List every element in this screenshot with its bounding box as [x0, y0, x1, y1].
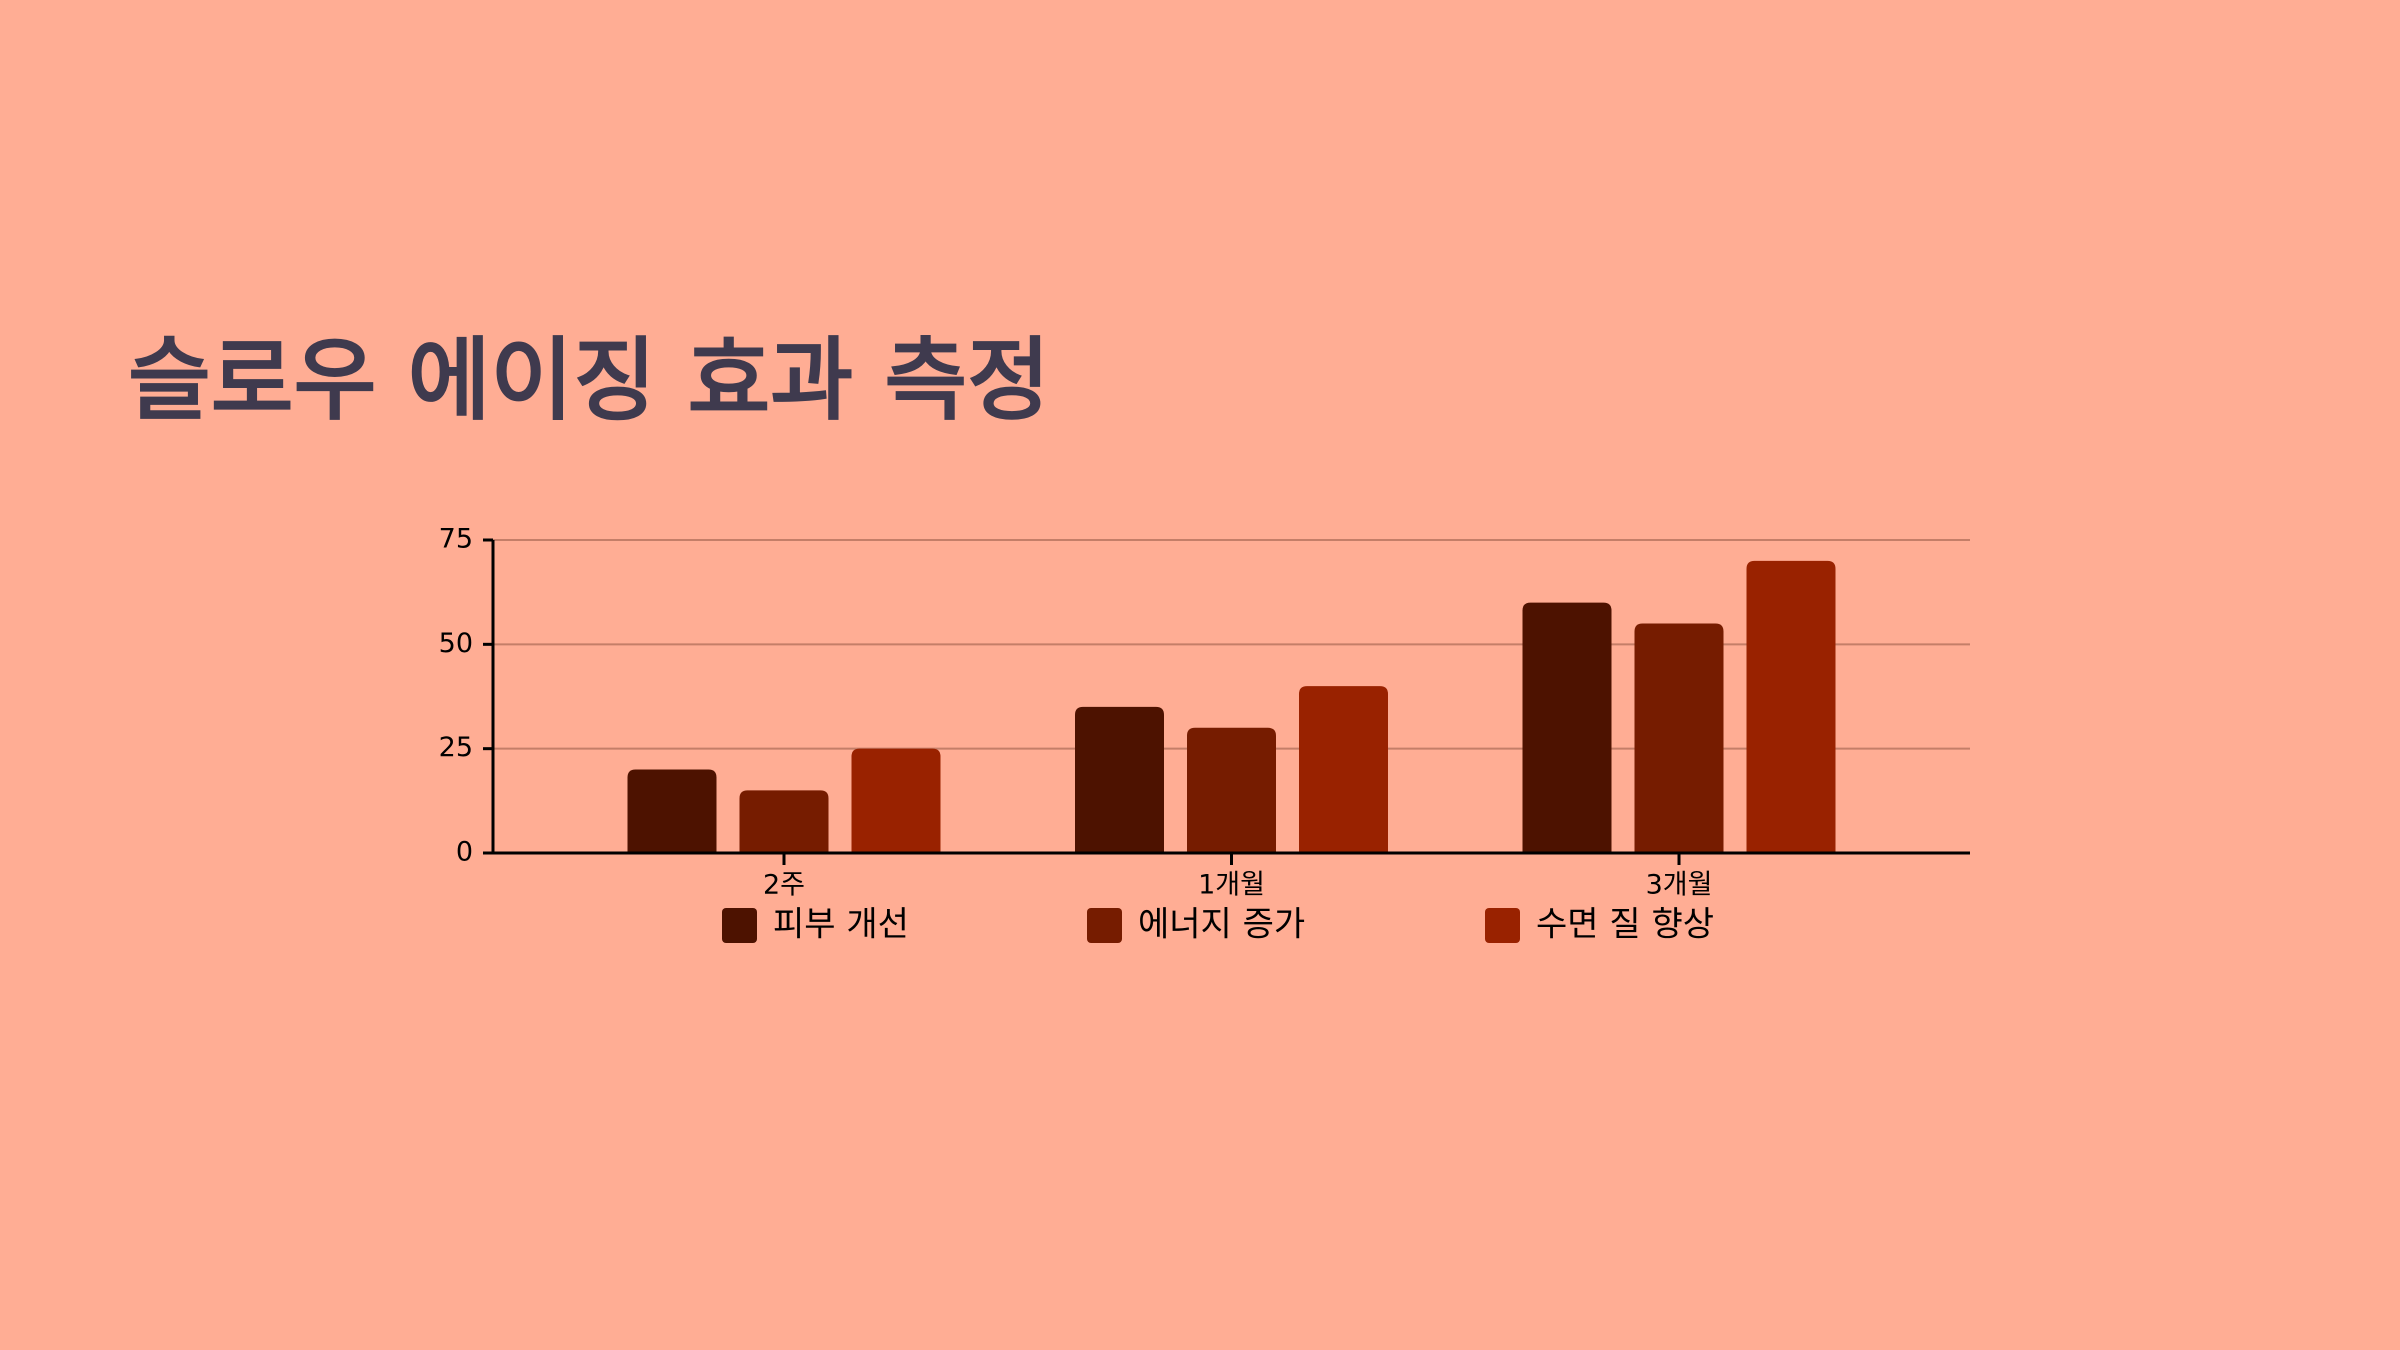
legend-label: 수면 질 향상: [1536, 905, 1714, 945]
bar: [851, 748, 941, 853]
bar: [1187, 727, 1276, 853]
y-tick-label: 75: [439, 524, 473, 555]
legend-swatch: [1485, 908, 1520, 943]
bar: [627, 769, 717, 853]
y-tick-label: 25: [439, 732, 473, 763]
chart-title: 슬로우 에이징 효과 측정: [128, 328, 1050, 433]
bar: [1522, 602, 1612, 853]
legend-label: 피부 개선: [773, 905, 909, 945]
bar: [1075, 706, 1164, 853]
bar: [1746, 560, 1836, 853]
y-tick-label: 50: [439, 628, 473, 659]
x-tick-label: 3개월: [1646, 870, 1713, 901]
legend-swatch: [1087, 908, 1122, 943]
x-tick-label: 2주: [763, 870, 805, 901]
bar: [1634, 623, 1724, 853]
y-tick-label: 0: [456, 837, 473, 868]
legend-swatch: [722, 908, 757, 943]
bar: [1299, 686, 1388, 853]
legend-label: 에너지 증가: [1138, 905, 1305, 945]
x-tick-label: 1개월: [1198, 870, 1265, 901]
bar: [739, 790, 829, 853]
